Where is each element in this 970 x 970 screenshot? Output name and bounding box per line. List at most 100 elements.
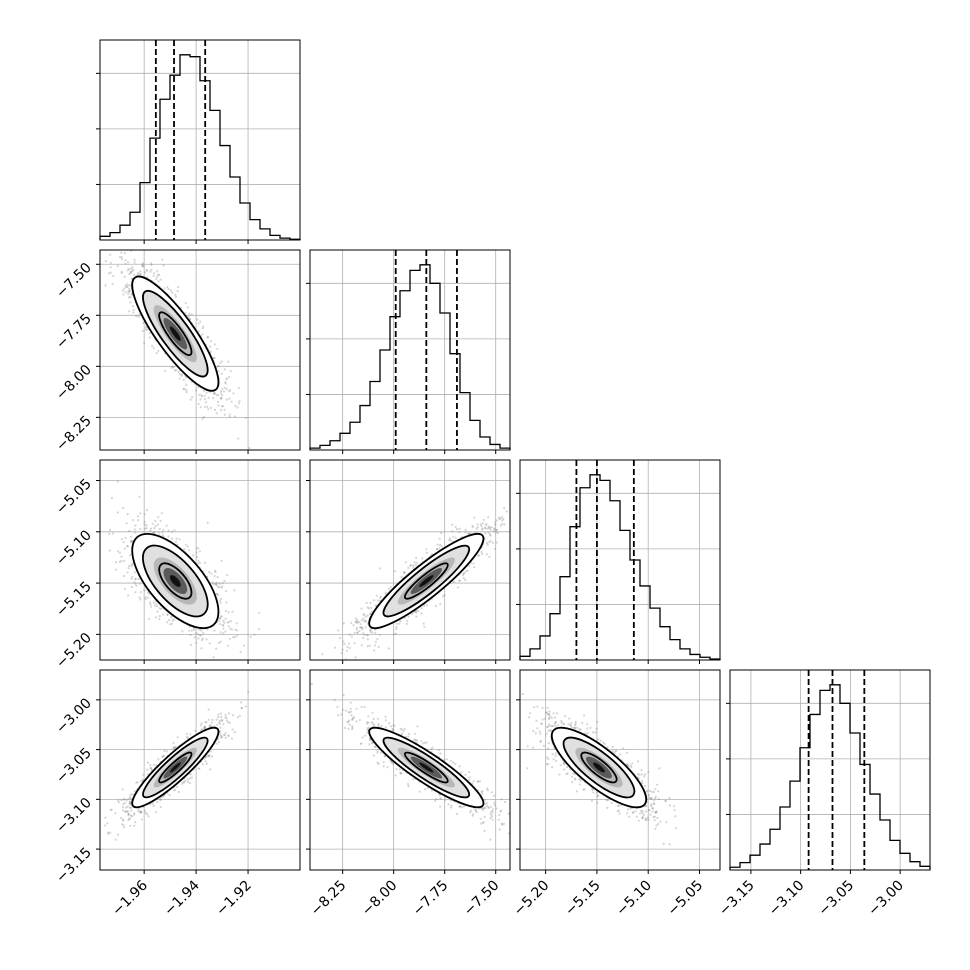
sample-point [517,510,519,512]
sample-point [217,593,220,597]
sample-point [480,524,483,528]
sample-point [167,529,170,532]
sample-point [219,390,223,393]
y-tick-label: −7.75 [53,311,95,353]
sample-point [443,594,446,597]
contour-middle [382,544,471,618]
y-tick-label: −5.15 [53,579,95,621]
sample-point [122,798,125,801]
sample-point [355,618,358,622]
sample-point [377,599,380,602]
sample-point [354,617,357,620]
sample-point [248,447,251,450]
sample-point [200,629,203,632]
sample-point [122,293,125,296]
sample-point [488,541,491,544]
sample-point [134,582,137,585]
sample-point [218,585,221,589]
sample-point [184,301,187,305]
sample-point [197,386,200,389]
sample-point [141,329,144,332]
sample-point [109,528,112,532]
sample-point [134,591,137,594]
sample-point [191,396,194,399]
sample-point [134,578,137,581]
sample-point [223,386,226,389]
sample-point [129,540,132,543]
sample-point [133,813,136,816]
sample-point [161,534,164,537]
sample-point [135,584,138,587]
sample-point [186,780,189,783]
sample-point [181,630,184,633]
sample-point [120,251,123,254]
sample-point [225,717,228,720]
density-level-4 [169,326,181,341]
sample-point [134,821,137,824]
sample-point [120,255,123,259]
sample-point [371,631,374,634]
sample-point [373,649,376,652]
sample-point [172,366,175,369]
sample-point [348,633,351,636]
sample-point [146,813,149,816]
sample-point [228,721,231,724]
sample-point [211,581,214,584]
sample-point [125,285,128,289]
sample-point [363,613,366,616]
sample-point [403,572,406,575]
contour-inner [403,562,449,600]
sample-point [189,633,192,637]
sample-point [237,386,240,389]
sample-point [202,325,205,328]
sample-point [129,794,132,797]
sample-point [167,288,170,291]
sample-point [202,416,206,419]
sample-point [133,581,136,584]
sample-point [129,535,133,538]
sample-point [183,387,186,390]
sample-point [493,530,496,533]
sample-point [129,296,132,299]
sample-point [147,617,151,620]
sample-point [153,763,156,766]
sample-point [236,634,239,637]
sample-point [130,564,133,568]
sample-point [157,280,160,283]
sample-point [133,273,136,276]
panel-frame [309,249,511,451]
sample-point [139,591,142,594]
sample-point [177,790,180,794]
sample-point [352,624,355,627]
sample-point [156,273,160,276]
sample-point [406,619,409,622]
sample-point [131,266,134,269]
sample-point [186,735,189,739]
sample-point [406,622,409,626]
sample-point [222,723,225,726]
sample-point [139,810,142,813]
sample-point [196,562,199,565]
sample-point [120,555,123,558]
sample-point [162,264,165,267]
sample-point [197,402,200,405]
sample-point [145,268,148,272]
sample-point [523,506,525,508]
panel-frame [99,459,301,661]
sample-point [207,755,210,758]
sample-point [176,286,180,289]
sample-point [211,718,214,722]
sample-point [223,413,226,416]
sample-point [503,506,506,510]
sample-point [136,809,139,812]
sample-point [133,261,136,264]
panel-frame [99,249,301,451]
sample-point [412,564,415,567]
sample-point [116,511,119,514]
sample-point [403,617,406,620]
sample-point [439,544,442,547]
sample-point [104,816,107,819]
sample-point [215,647,218,650]
sample-point [369,601,372,605]
sample-point [121,818,125,821]
